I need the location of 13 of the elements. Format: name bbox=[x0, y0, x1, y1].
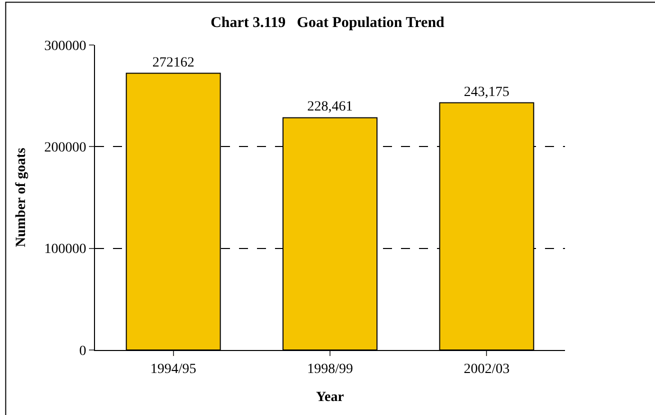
x-tick-label: 2002/03 bbox=[464, 362, 510, 377]
data-label: 243,175 bbox=[464, 84, 510, 100]
y-tick-label: 200000 bbox=[44, 140, 86, 156]
y-tick-label: 300000 bbox=[44, 38, 86, 54]
data-label: 272162 bbox=[152, 55, 194, 70]
y-tick-label: 100000 bbox=[44, 242, 86, 258]
data-label: 228,461 bbox=[307, 100, 353, 115]
y-axis-title: Number of goats bbox=[14, 147, 29, 248]
x-tick-label: 1998/99 bbox=[307, 362, 353, 377]
x-tick-label: 1994/95 bbox=[150, 362, 196, 377]
y-tick-label: 0 bbox=[79, 344, 86, 359]
chart-title: Chart 3.119 Goat Population Trend bbox=[210, 15, 446, 32]
x-axis-title: Year bbox=[316, 390, 344, 406]
